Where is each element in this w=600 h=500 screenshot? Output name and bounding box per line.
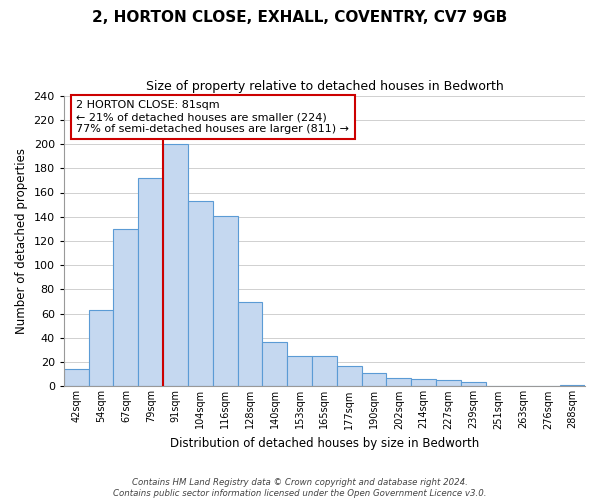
Title: Size of property relative to detached houses in Bedworth: Size of property relative to detached ho… xyxy=(146,80,503,93)
Bar xyxy=(64,370,89,386)
Bar xyxy=(89,310,113,386)
Y-axis label: Number of detached properties: Number of detached properties xyxy=(15,148,28,334)
Bar xyxy=(262,342,287,386)
Bar xyxy=(238,302,262,386)
Text: Contains HM Land Registry data © Crown copyright and database right 2024.
Contai: Contains HM Land Registry data © Crown c… xyxy=(113,478,487,498)
Bar xyxy=(436,380,461,386)
Bar xyxy=(337,366,362,386)
Text: 2 HORTON CLOSE: 81sqm
← 21% of detached houses are smaller (224)
77% of semi-det: 2 HORTON CLOSE: 81sqm ← 21% of detached … xyxy=(76,100,349,134)
Bar xyxy=(411,379,436,386)
X-axis label: Distribution of detached houses by size in Bedworth: Distribution of detached houses by size … xyxy=(170,437,479,450)
Bar xyxy=(138,178,163,386)
Bar xyxy=(113,229,138,386)
Bar xyxy=(386,378,411,386)
Bar xyxy=(287,356,312,386)
Bar xyxy=(188,201,213,386)
Bar xyxy=(163,144,188,386)
Text: 2, HORTON CLOSE, EXHALL, COVENTRY, CV7 9GB: 2, HORTON CLOSE, EXHALL, COVENTRY, CV7 9… xyxy=(92,10,508,25)
Bar xyxy=(213,216,238,386)
Bar xyxy=(461,382,486,386)
Bar xyxy=(560,385,585,386)
Bar xyxy=(362,373,386,386)
Bar xyxy=(312,356,337,386)
